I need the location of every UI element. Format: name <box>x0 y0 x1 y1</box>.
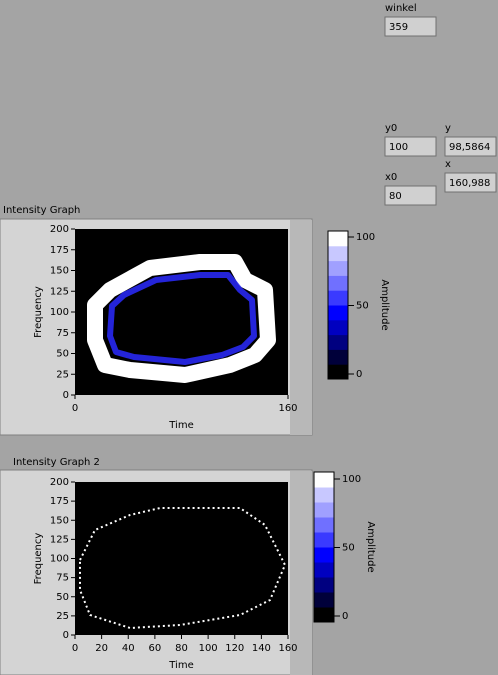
y-tick-label: 50 <box>56 592 69 603</box>
y-tick-label: 175 <box>50 245 69 256</box>
y-tick-label: 50 <box>56 349 69 360</box>
y-tick-label: 125 <box>50 286 69 297</box>
colorbar-step <box>328 245 348 262</box>
y-tick-label: 75 <box>56 328 69 339</box>
colorbar-step <box>328 260 348 276</box>
y-tick-label: 75 <box>56 573 69 584</box>
x-tick-label: 0 <box>72 643 78 654</box>
graph-title: Intensity Graph <box>3 205 80 216</box>
y-tick-label: 100 <box>50 554 69 565</box>
colorbar-step <box>314 577 334 593</box>
colorbar-step <box>314 532 334 548</box>
colorbar-step <box>314 472 334 488</box>
x-axis-label: Time <box>168 420 193 431</box>
x-tick-label: 140 <box>252 643 271 654</box>
x-tick-label: 0 <box>72 403 78 414</box>
colorbar-step <box>314 487 334 503</box>
intensity-ring-inner <box>107 272 257 365</box>
colorbar-label: Amplitude <box>379 279 390 330</box>
y-tick-label: 25 <box>56 611 69 622</box>
control-label: x <box>445 159 451 170</box>
numeric-box[interactable] <box>444 172 497 193</box>
colorbar-step <box>314 502 334 518</box>
y-tick-label: 100 <box>50 307 69 318</box>
colorbar-tick-label: 100 <box>356 232 375 243</box>
intensity-ring <box>87 254 276 383</box>
colorbar-tick-label: 0 <box>356 369 362 380</box>
control-value: 359 <box>389 22 408 33</box>
y-tick-label: 200 <box>50 477 69 488</box>
x-tick-label: 80 <box>175 643 188 654</box>
colorbar-tick-label: 50 <box>342 543 355 554</box>
y-tick-label: 0 <box>63 630 69 641</box>
colorbar-step <box>328 290 348 306</box>
colorbar-step <box>328 319 348 336</box>
colorbar-step <box>328 275 348 291</box>
y-tick-label: 125 <box>50 534 69 545</box>
colorbar-step <box>314 592 334 608</box>
control-value: 100 <box>389 142 408 153</box>
numeric-box[interactable] <box>444 136 497 157</box>
control-value: 80 <box>389 191 402 202</box>
x-axis-label: Time <box>168 660 193 671</box>
control-label: winkel <box>385 3 417 14</box>
control-label: y <box>445 123 451 134</box>
x-tick-label: 160 <box>278 643 297 654</box>
colorbar-step <box>314 517 334 533</box>
y-axis-label: Frequency <box>33 533 44 585</box>
control-value: 160,988 <box>449 178 490 189</box>
x-tick-label: 60 <box>149 643 162 654</box>
y-tick-label: 150 <box>50 266 69 277</box>
graph-frame-edge <box>290 220 312 435</box>
y-axis-label: Frequency <box>33 286 44 338</box>
numeric-box[interactable] <box>384 185 437 206</box>
y-tick-label: 150 <box>50 515 69 526</box>
graph-title: Intensity Graph 2 <box>13 457 100 468</box>
colorbar-step <box>314 607 334 623</box>
numeric-box[interactable] <box>384 136 437 157</box>
x-tick-label: 20 <box>95 643 108 654</box>
x-tick-label: 100 <box>199 643 218 654</box>
control-value: 98,5864 <box>449 142 490 153</box>
control-label: x0 <box>385 172 397 183</box>
colorbar-tick-label: 50 <box>356 301 369 312</box>
colorbar-step <box>328 305 348 321</box>
y-tick-label: 25 <box>56 369 69 380</box>
intensity-outline <box>79 507 287 630</box>
colorbar-step <box>328 334 348 350</box>
y-tick-label: 200 <box>50 224 69 235</box>
x-tick-label: 120 <box>225 643 244 654</box>
colorbar-tick-label: 0 <box>342 611 348 622</box>
x-tick-label: 160 <box>278 403 297 414</box>
x-tick-label: 40 <box>122 643 135 654</box>
control-label: y0 <box>385 123 397 134</box>
colorbar-step <box>328 231 348 247</box>
y-tick-label: 175 <box>50 496 69 507</box>
colorbar-label: Amplitude <box>365 521 376 572</box>
colorbar-step <box>328 349 348 365</box>
colorbar-step <box>314 562 334 578</box>
colorbar-tick-label: 100 <box>342 474 361 485</box>
colorbar-step <box>314 547 334 563</box>
numeric-box[interactable] <box>384 16 437 37</box>
colorbar-step <box>328 364 348 380</box>
graph-frame-edge <box>290 471 312 675</box>
y-tick-label: 0 <box>63 390 69 401</box>
plot-area <box>75 482 288 635</box>
